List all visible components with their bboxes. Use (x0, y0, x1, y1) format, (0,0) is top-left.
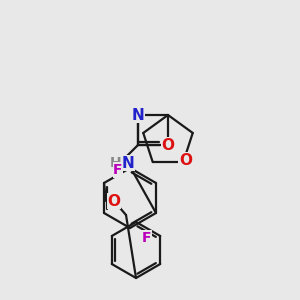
Text: F: F (142, 231, 151, 245)
Text: H: H (110, 156, 122, 170)
Text: N: N (122, 155, 134, 170)
Text: F: F (113, 163, 123, 177)
Text: O: O (107, 194, 121, 208)
Text: N: N (132, 107, 144, 122)
Text: O: O (161, 137, 175, 152)
Text: O: O (179, 152, 192, 167)
